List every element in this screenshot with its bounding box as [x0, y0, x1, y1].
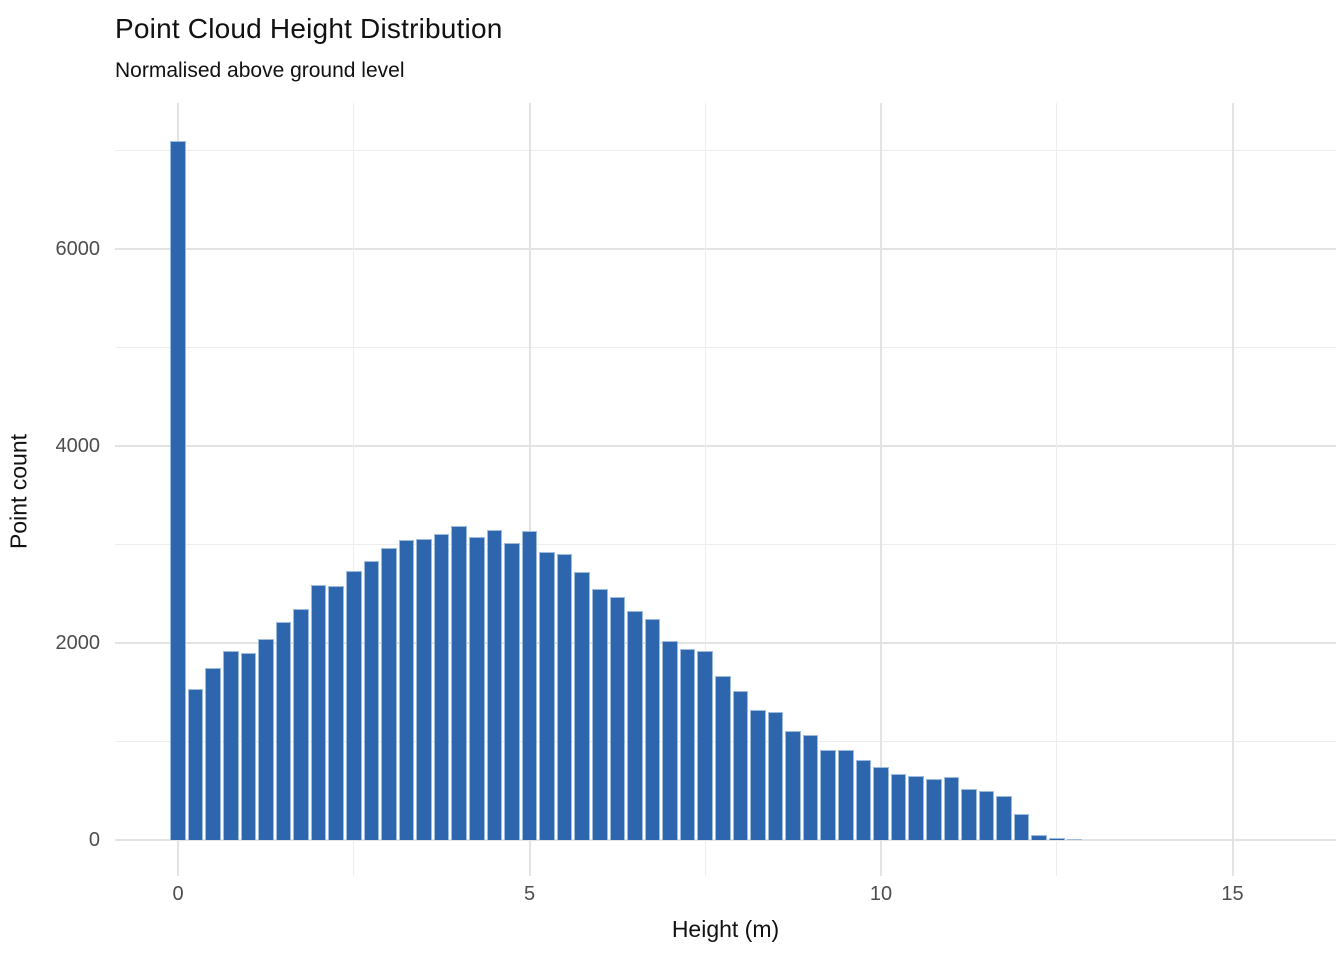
histogram-bar — [873, 767, 889, 840]
histogram-bar — [222, 651, 239, 840]
histogram-bar — [451, 526, 467, 840]
gridline-major-x-15 — [1231, 103, 1234, 876]
x-tick-label-10: 10 — [869, 883, 893, 905]
histogram-bar — [978, 790, 995, 840]
histogram-bar — [574, 572, 591, 840]
histogram-bar — [697, 651, 714, 840]
histogram-bar — [293, 608, 309, 840]
histogram-bar — [556, 554, 573, 840]
histogram-bar — [592, 589, 608, 840]
histogram-bar — [785, 730, 801, 840]
histogram-bar — [627, 610, 643, 840]
x-tick-label-0: 0 — [172, 883, 184, 905]
y-tick-label-0: 0 — [88, 829, 100, 851]
gridline-minor-y-7000 — [115, 150, 1336, 151]
chart-subtitle: Normalised above ground level — [115, 59, 405, 82]
histogram-bar — [679, 648, 696, 840]
histogram-bar — [855, 760, 872, 840]
histogram-bar — [925, 779, 942, 840]
gridline-major-x-5 — [528, 103, 531, 876]
x-tick-label-5: 5 — [523, 883, 536, 905]
histogram-bar — [328, 586, 344, 840]
y-tick-label-2000: 2000 — [55, 632, 101, 654]
plot-panel — [115, 103, 1336, 876]
histogram-bar — [943, 777, 960, 840]
y-tick-label-4000: 4000 — [55, 435, 101, 457]
histogram-bar — [258, 639, 274, 840]
histogram-bar — [715, 676, 731, 840]
histogram-bar — [750, 709, 766, 840]
histogram-bar — [838, 750, 854, 840]
histogram-bar — [433, 534, 450, 840]
histogram-bar — [521, 531, 538, 840]
gridline-major-y-4000 — [115, 445, 1336, 447]
histogram-bar — [240, 653, 257, 840]
histogram-bar — [961, 788, 977, 840]
histogram-bar — [398, 540, 415, 840]
gridline-minor-y-5000 — [115, 347, 1336, 348]
histogram-bar — [644, 618, 661, 840]
histogram-bar — [468, 537, 485, 840]
histogram-bar — [504, 543, 520, 840]
histogram-bar — [416, 539, 432, 840]
histogram-bar — [345, 571, 362, 840]
y-axis-title: Point count — [5, 433, 32, 550]
histogram-bar — [1031, 835, 1047, 840]
gridline-major-y-6000 — [115, 248, 1336, 250]
histogram-bar — [662, 641, 678, 840]
histogram-bar — [890, 773, 907, 840]
histogram-bar — [205, 667, 221, 840]
histogram-bar — [486, 530, 503, 840]
histogram-bar — [275, 621, 292, 840]
y-tick-label-6000: 6000 — [55, 238, 101, 260]
histogram-bar — [1013, 814, 1030, 840]
histogram-bar — [539, 551, 555, 840]
histogram-bar — [908, 776, 924, 840]
histogram-bar — [996, 795, 1012, 840]
gridline-minor-x-2.5 — [353, 103, 355, 876]
histogram-bar — [363, 561, 380, 840]
gridline-minor-x-12.5 — [1056, 103, 1058, 876]
histogram-bar — [820, 750, 837, 840]
histogram-bar — [310, 584, 327, 840]
histogram-bar — [170, 140, 186, 840]
gridline-minor-y-3000 — [115, 544, 1336, 545]
histogram-bar — [767, 712, 784, 840]
x-tick-label-15: 15 — [1221, 883, 1244, 905]
gridline-major-y-2000 — [115, 642, 1336, 644]
histogram-bar — [802, 735, 819, 840]
histogram-bar — [609, 597, 626, 840]
histogram-bar — [381, 548, 397, 840]
histogram-bar — [1066, 838, 1083, 840]
gridline-major-y-0 — [115, 839, 1336, 841]
x-axis-title: Height (m) — [671, 916, 780, 942]
chart-title: Point Cloud Height Distribution — [115, 13, 503, 44]
gridline-minor-x-7.5 — [704, 103, 706, 876]
gridline-major-x-10 — [880, 103, 882, 876]
histogram-bar — [1048, 838, 1065, 840]
histogram-bar — [187, 689, 204, 840]
histogram-bar — [732, 691, 749, 840]
